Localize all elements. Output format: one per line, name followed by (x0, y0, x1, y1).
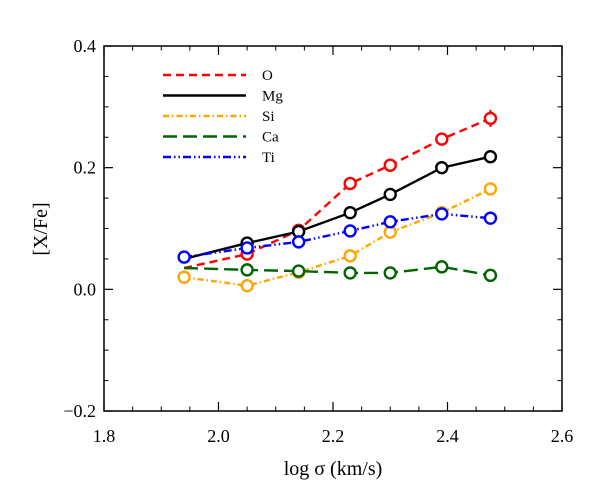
data-point (483, 182, 498, 196)
x-tick-label: 1.8 (93, 426, 116, 446)
x-tick-label: 2.2 (322, 426, 345, 446)
data-point (343, 205, 357, 220)
data-point (483, 150, 498, 164)
legend: O Mg Si Ca Ti (163, 68, 283, 166)
legend-label: Si (262, 109, 275, 125)
series-o (183, 109, 498, 270)
x-axis-label: log σ (km/s) (284, 458, 383, 480)
data-point (483, 211, 498, 225)
data-point (177, 250, 191, 264)
data-point (435, 260, 449, 274)
data-point (435, 207, 449, 221)
legend-label: Ti (262, 150, 275, 166)
plot-frame (103, 45, 563, 412)
legend-label: Ca (262, 130, 279, 146)
data-point (383, 158, 397, 172)
y-tick-label: 0.2 (74, 158, 97, 178)
legend-label: O (262, 68, 273, 84)
y-tick-label: 0.0 (74, 279, 97, 299)
x-tick-label: 2.6 (551, 426, 574, 446)
data-point (343, 176, 357, 191)
data-point (435, 132, 449, 146)
data-point (435, 160, 449, 175)
data-point (240, 241, 254, 255)
y-tick-label: 0.4 (74, 36, 97, 56)
series-line-ti (183, 212, 491, 259)
data-point (240, 278, 254, 293)
series-layer (177, 109, 498, 293)
data-point (383, 266, 397, 280)
data-point (343, 266, 357, 280)
data-point (483, 268, 498, 283)
legend-label: Mg (262, 89, 283, 105)
data-point (291, 264, 306, 278)
data-point (343, 249, 357, 263)
data-point (483, 111, 498, 126)
y-axis-label: [X/Fe] (30, 202, 52, 255)
x-tick-label: 2.4 (436, 426, 459, 446)
axis-ticks: 1.8 2.0 2.2 2.4 2.6 −0.2 0.0 0.2 0.4 (63, 36, 573, 446)
x-tick-label: 2.0 (207, 426, 230, 446)
series-si (177, 182, 498, 293)
series-mg (183, 150, 498, 261)
series-ti (177, 207, 498, 264)
data-point (383, 215, 397, 229)
data-point (291, 235, 306, 249)
data-point (240, 263, 254, 277)
series-ca (184, 260, 498, 283)
y-tick-label: −0.2 (63, 401, 96, 421)
data-point (383, 187, 397, 202)
data-point (343, 224, 357, 238)
data-point (177, 270, 191, 284)
